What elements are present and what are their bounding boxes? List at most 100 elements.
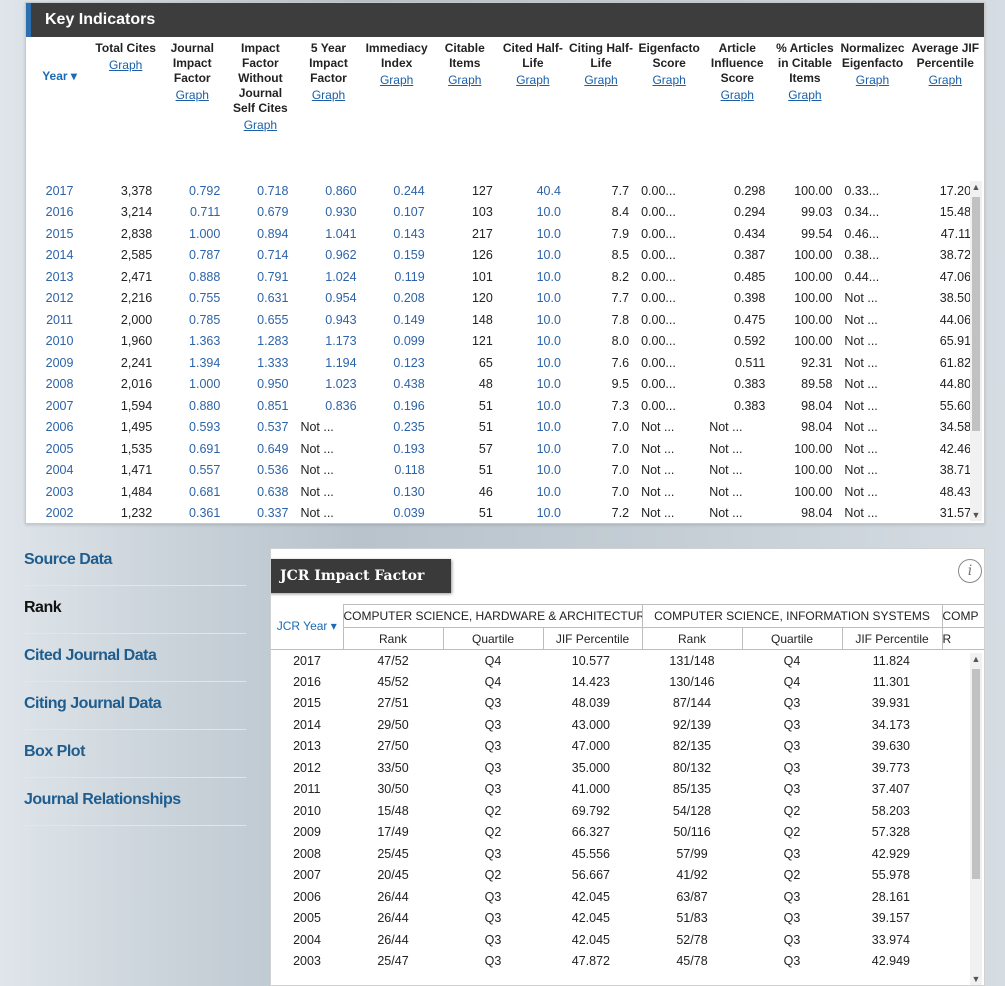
table-cell: 99.03 [801,205,833,220]
subcolumn-header: Rank [641,627,743,650]
table-cell: Not ... [844,291,878,306]
graph-link[interactable]: Graph [243,118,278,132]
scrollbar-thumb[interactable] [972,669,980,879]
nav-item-box-plot[interactable]: Box Plot [24,730,246,778]
year-cell: 2010 [293,803,321,818]
table-cell: 10.0 [536,205,561,220]
year-cell[interactable]: 2015 [45,226,74,241]
year-cell[interactable]: 2017 [45,183,74,198]
year-cell[interactable]: 2006 [45,420,74,435]
scroll-up-icon[interactable]: ▲ [971,654,981,664]
table-cell: 148 [471,312,493,327]
table-cell: 48 [478,377,493,392]
nav-item-journal-relationships[interactable]: Journal Relationships [24,778,246,826]
graph-link[interactable]: Graph [855,73,890,87]
year-cell[interactable]: 2010 [45,334,74,349]
info-icon[interactable]: i [958,559,982,583]
year-cell[interactable]: 2004 [45,463,74,478]
year-cell[interactable]: 2005 [45,441,74,456]
year-cell[interactable]: 2013 [45,269,74,284]
table-cell: 10.0 [536,226,561,241]
key-indicators-scrollbar[interactable]: ▲ ▼ [970,181,982,521]
year-cell: 2007 [293,868,321,883]
scroll-down-icon[interactable]: ▼ [971,974,981,984]
table-cell: 33/50 [377,760,409,775]
subcolumn-header: Rank [342,627,444,650]
graph-link[interactable]: Graph [175,88,209,102]
table-cell: 0.34... [844,205,880,220]
table-cell: 65 [478,355,493,370]
table-cell: 47/52 [377,653,409,668]
table-cell: 98.04 [801,398,833,413]
scroll-down-icon[interactable]: ▼ [971,510,981,520]
table-cell: 10.0 [536,463,561,478]
table-cell: 0.00... [641,312,676,327]
table-cell: 57/99 [676,846,708,861]
table-cell: 17.205 [939,183,978,198]
table-cell: 0.099 [393,334,425,349]
table-cell: Q3 [484,846,502,861]
table-cell: 7.9 [611,226,630,241]
table-cell: Q3 [484,932,502,947]
table-row: 2011 30/50 Q3 41.000 85/135 Q3 37.407 [271,779,984,801]
year-cell[interactable]: 2016 [45,205,74,220]
table-cell: Q3 [783,932,801,947]
graph-link[interactable]: Graph [311,88,346,102]
year-cell[interactable]: 2008 [45,377,74,392]
table-cell: 0.718 [257,183,289,198]
table-cell: 2,241 [120,355,153,370]
graph-link[interactable]: Graph [448,73,482,87]
scroll-up-icon[interactable]: ▲ [971,182,981,192]
table-cell: Q3 [783,782,801,797]
graph-link[interactable]: Graph [379,73,414,87]
jcr-scrollbar[interactable]: ▲ ▼ [970,653,982,985]
year-cell[interactable]: 2007 [45,398,74,413]
table-cell: Not ... [844,484,878,499]
column-header: Journal Impact Factor Graph [158,37,226,180]
year-sort-header[interactable]: Year ▾ [26,37,93,180]
year-cell[interactable]: 2011 [46,312,73,327]
graph-link[interactable]: Graph [788,88,822,102]
left-nav: Source Data Rank Cited Journal Data Citing … [24,538,246,826]
table-cell: Not ... [709,463,743,478]
table-cell: Not ... [709,420,743,435]
graph-link[interactable]: Graph [928,73,962,87]
table-cell: Q4 [484,674,502,689]
graph-link[interactable]: Graph [108,58,143,72]
table-cell: Not ... [844,334,878,349]
table-cell: 14.423 [571,674,610,689]
graph-link[interactable]: Graph [584,73,618,87]
table-cell: 0.398 [734,291,766,306]
jcr-year-header[interactable]: JCR Year ▾ [271,604,344,650]
table-cell: Q4 [484,653,502,668]
table-cell: 131/148 [669,653,715,668]
graph-link[interactable]: Graph [720,88,754,102]
year-cell: 2005 [293,911,321,926]
table-cell: 0.00... [641,291,676,306]
year-cell[interactable]: 2009 [45,355,74,370]
nav-item-source-data[interactable]: Source Data [24,538,246,586]
scrollbar-thumb[interactable] [972,197,980,431]
graph-link[interactable]: Graph [516,73,550,87]
column-header-label: Immediacy Index [365,41,428,70]
year-cell[interactable]: 2003 [45,484,74,499]
category-header: COMPUTER SCIENCE, INFORMATION SYSTEMS [641,604,943,628]
year-cell[interactable]: 2012 [45,291,74,306]
column-header-label: Cited Half-Life [502,41,563,70]
year-cell[interactable]: 2002 [45,506,74,521]
table-cell: 0.294 [734,205,766,220]
graph-link[interactable]: Graph [652,73,686,87]
table-cell: 2,216 [120,291,153,306]
table-cell: 1,495 [120,420,153,435]
nav-item-citing-journal-data[interactable]: Citing Journal Data [24,682,246,730]
nav-item-cited-journal-data[interactable]: Cited Journal Data [24,634,246,682]
category-header: COMP [941,604,984,628]
table-cell: 55.604 [939,398,978,413]
nav-item-rank[interactable]: Rank [24,586,246,634]
table-cell: 0.785 [189,312,221,327]
table-cell: 98.04 [801,420,833,435]
table-cell: 0.107 [393,205,425,220]
table-cell: 0.851 [257,398,289,413]
table-cell: 35.000 [571,760,610,775]
year-cell[interactable]: 2014 [45,248,74,263]
